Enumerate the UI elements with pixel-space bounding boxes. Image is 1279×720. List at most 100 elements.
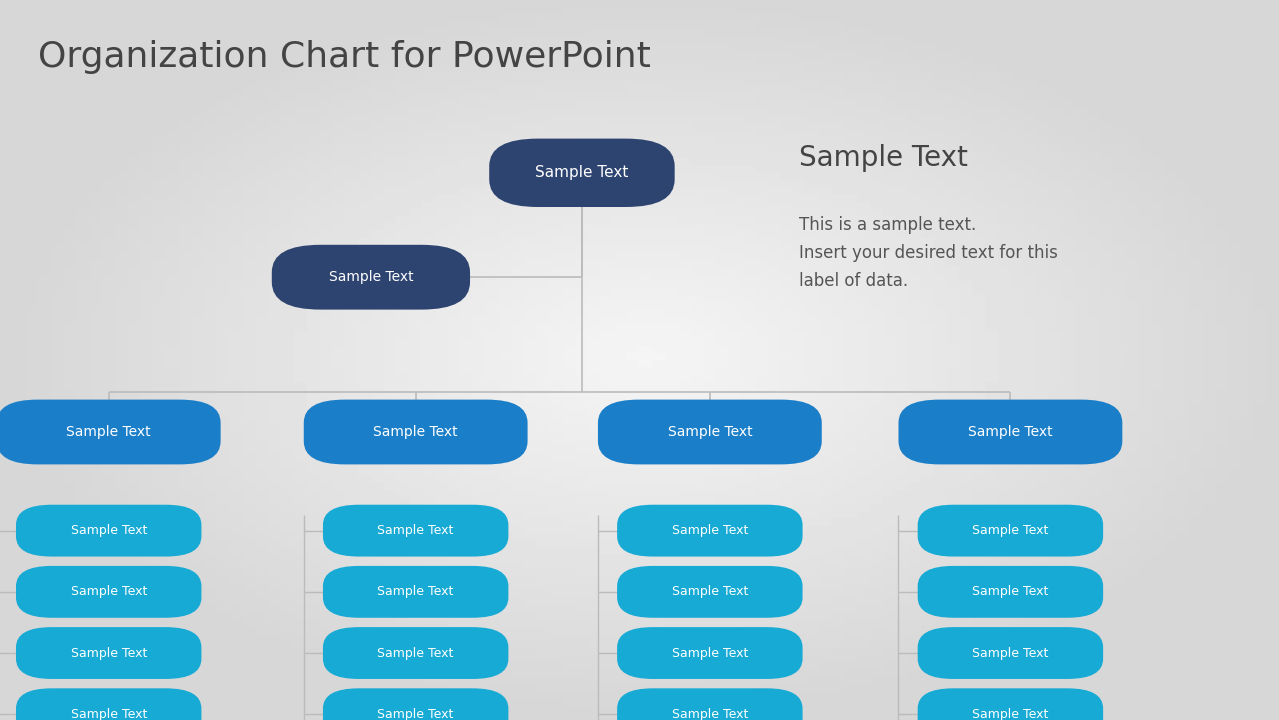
Bar (0, 450, 1279, 454)
Bar (0, 511, 1279, 515)
Bar (0, 526, 1279, 529)
Bar (0, 349, 1279, 353)
Bar (0, 151, 1279, 155)
Bar (0, 11, 1279, 14)
Bar (0, 446, 1279, 450)
Bar (0, 155, 1279, 158)
Bar (0, 14, 1279, 18)
Bar (0, 295, 1279, 299)
FancyBboxPatch shape (618, 688, 803, 720)
Bar (0, 317, 1279, 320)
Text: Sample Text: Sample Text (67, 425, 151, 439)
Bar (0, 612, 1279, 616)
Text: Sample Text: Sample Text (671, 524, 748, 537)
Bar (0, 94, 1279, 97)
Bar (0, 533, 1279, 536)
Bar (0, 418, 1279, 421)
FancyBboxPatch shape (0, 400, 220, 464)
Bar (0, 515, 1279, 518)
Text: Sample Text: Sample Text (671, 647, 748, 660)
Bar (0, 288, 1279, 292)
Bar (0, 716, 1279, 720)
Bar (0, 79, 1279, 83)
Text: Sample Text: Sample Text (972, 647, 1049, 660)
Bar (0, 565, 1279, 569)
Bar (0, 428, 1279, 432)
Bar (0, 644, 1279, 648)
Bar (0, 688, 1279, 691)
Bar (0, 230, 1279, 234)
Text: Sample Text: Sample Text (668, 425, 752, 439)
Bar (0, 590, 1279, 594)
Bar (0, 414, 1279, 418)
Bar (0, 158, 1279, 162)
Bar (0, 0, 1279, 4)
Bar (0, 536, 1279, 540)
Bar (0, 277, 1279, 281)
Bar (0, 486, 1279, 490)
Bar (0, 400, 1279, 403)
Bar (0, 270, 1279, 274)
Bar (0, 709, 1279, 713)
Bar (0, 623, 1279, 626)
FancyBboxPatch shape (322, 566, 508, 618)
Bar (0, 540, 1279, 544)
Bar (0, 245, 1279, 248)
Bar (0, 421, 1279, 425)
Text: Sample Text: Sample Text (377, 708, 454, 720)
Bar (0, 281, 1279, 284)
Bar (0, 68, 1279, 72)
Bar (0, 698, 1279, 702)
Bar (0, 331, 1279, 335)
Bar (0, 346, 1279, 349)
Bar (0, 562, 1279, 565)
Bar (0, 263, 1279, 266)
Bar (0, 302, 1279, 306)
Bar (0, 32, 1279, 36)
Bar (0, 292, 1279, 295)
Bar (0, 436, 1279, 439)
Bar (0, 353, 1279, 356)
Bar (0, 144, 1279, 148)
Bar (0, 29, 1279, 32)
Text: Sample Text: Sample Text (70, 708, 147, 720)
Bar (0, 130, 1279, 133)
Bar (0, 194, 1279, 198)
Bar (0, 367, 1279, 371)
Bar (0, 482, 1279, 486)
Bar (0, 58, 1279, 61)
FancyBboxPatch shape (17, 566, 202, 618)
Bar (0, 468, 1279, 472)
Bar (0, 464, 1279, 468)
Bar (0, 191, 1279, 194)
Bar (0, 547, 1279, 551)
Text: Organization Chart for PowerPoint: Organization Chart for PowerPoint (38, 40, 651, 73)
Text: Sample Text: Sample Text (972, 585, 1049, 598)
Text: Sample Text: Sample Text (373, 425, 458, 439)
Bar (0, 259, 1279, 263)
Bar (0, 133, 1279, 137)
Bar (0, 335, 1279, 338)
Text: Sample Text: Sample Text (377, 524, 454, 537)
Bar (0, 626, 1279, 630)
Bar (0, 396, 1279, 400)
Bar (0, 104, 1279, 108)
Text: This is a sample text.
Insert your desired text for this
label of data.: This is a sample text. Insert your desir… (799, 216, 1058, 289)
Bar (0, 529, 1279, 533)
Bar (0, 587, 1279, 590)
Bar (0, 72, 1279, 76)
Bar (0, 202, 1279, 205)
Bar (0, 241, 1279, 245)
FancyBboxPatch shape (618, 566, 803, 618)
Bar (0, 7, 1279, 11)
Bar (0, 410, 1279, 414)
Text: Sample Text: Sample Text (377, 647, 454, 660)
Bar (0, 572, 1279, 576)
Bar (0, 522, 1279, 526)
Bar (0, 378, 1279, 382)
Bar (0, 25, 1279, 29)
Bar (0, 320, 1279, 324)
Bar (0, 472, 1279, 475)
Bar (0, 702, 1279, 706)
Text: Sample Text: Sample Text (329, 270, 413, 284)
